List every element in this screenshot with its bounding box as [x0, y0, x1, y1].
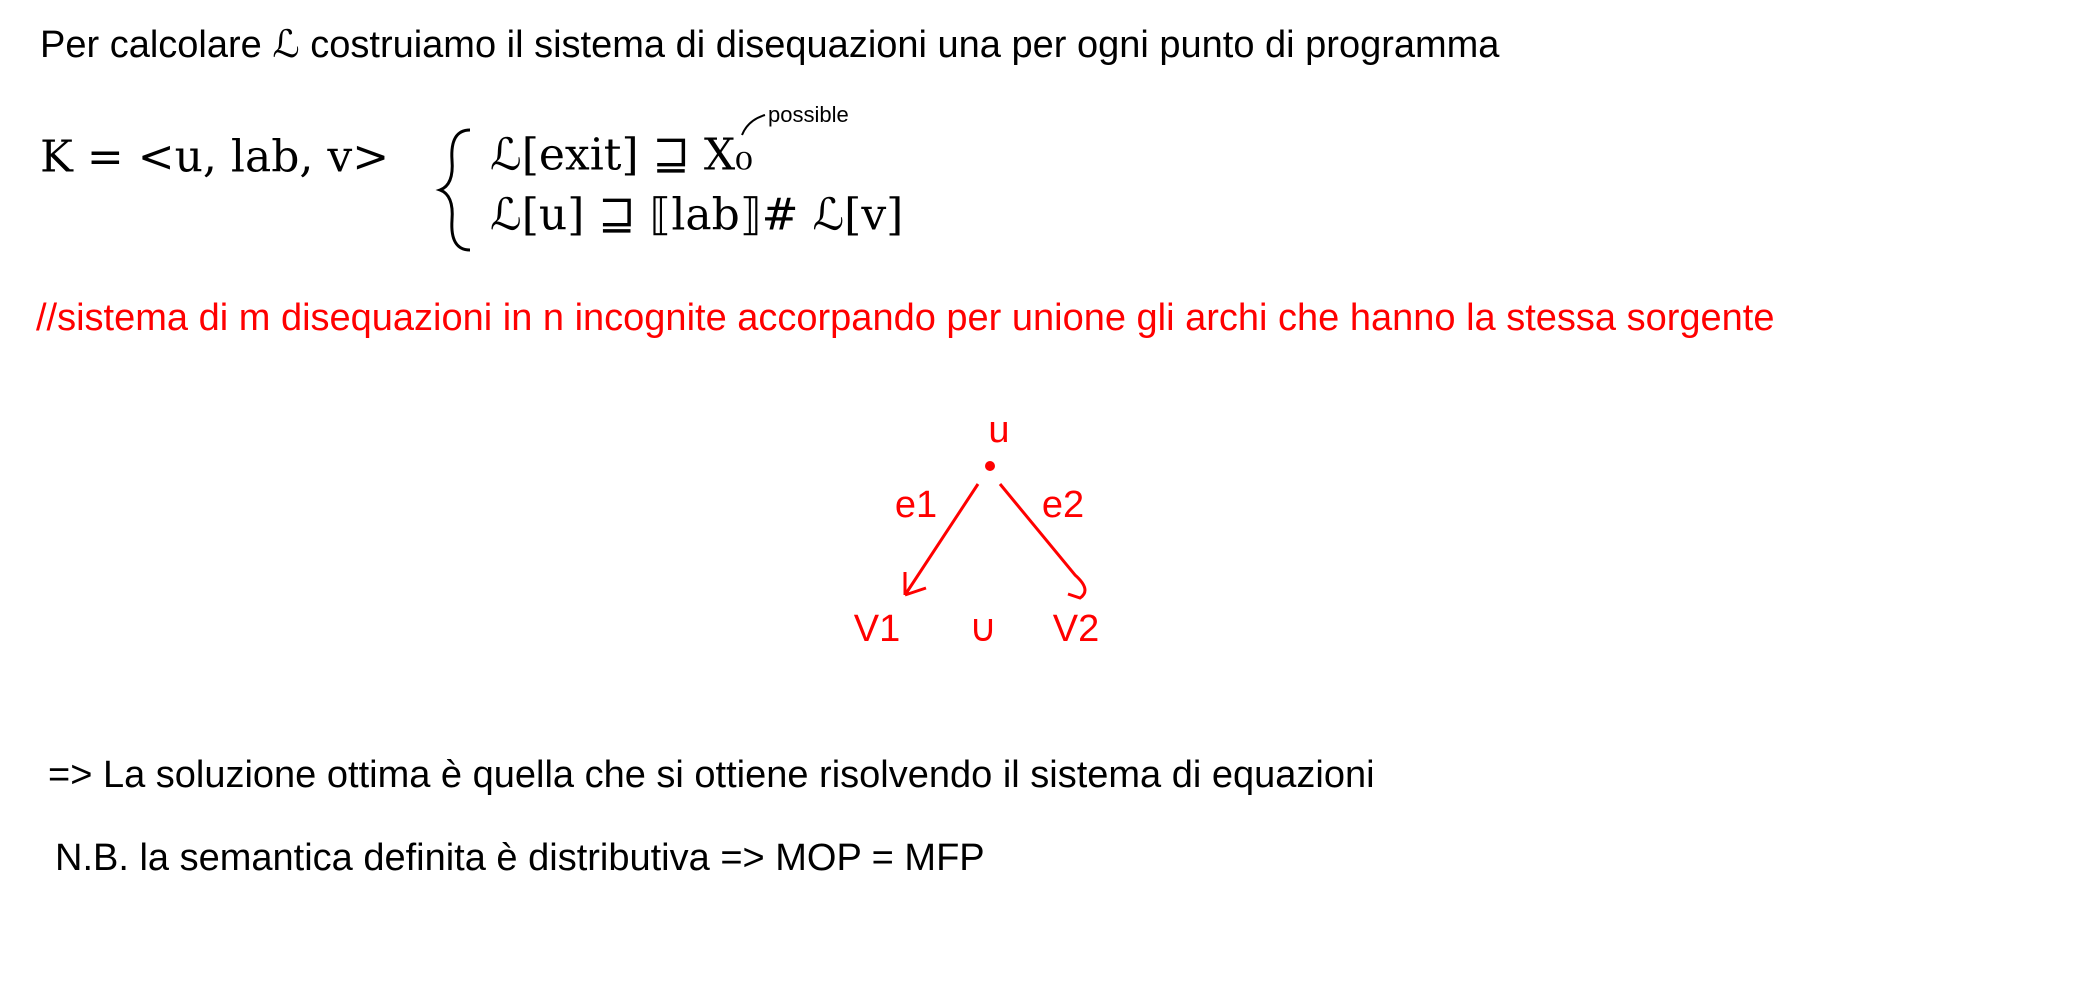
join-symbol: ∪ — [969, 608, 997, 650]
brace — [435, 128, 471, 252]
edge-definition: K = <u, lab, v> — [40, 132, 389, 183]
system-annotation: possible — [768, 102, 849, 127]
edge-label: e2 — [1042, 484, 1084, 526]
nb-line: N.B. la semantica definita è distributiv… — [55, 837, 985, 879]
node-target: V2 — [1053, 608, 1099, 650]
diagram: u e1 e2 V1 ∪ V2 — [854, 409, 1099, 650]
intro-line: Per calcolare ℒ costruiamo il sistema di… — [40, 24, 1500, 66]
node-source: u — [988, 409, 1009, 451]
node-target: V1 — [854, 608, 900, 650]
edge-label: e1 — [895, 484, 937, 526]
edge-arrow-right — [998, 483, 1087, 600]
conclusion-line: => La soluzione ottima è quella che si o… — [48, 754, 1375, 796]
annotation-arrow — [741, 114, 766, 136]
system-second: ℒ[u] ⊒ ⟦lab⟧# ℒ[v] — [490, 190, 903, 241]
edge-arrow-left — [903, 483, 980, 597]
node-dot — [985, 461, 995, 471]
system-first: ℒ[exit] ⊒ X₀ — [490, 130, 753, 181]
red-note: //sistema di m disequazioni in n incogni… — [36, 297, 1775, 339]
